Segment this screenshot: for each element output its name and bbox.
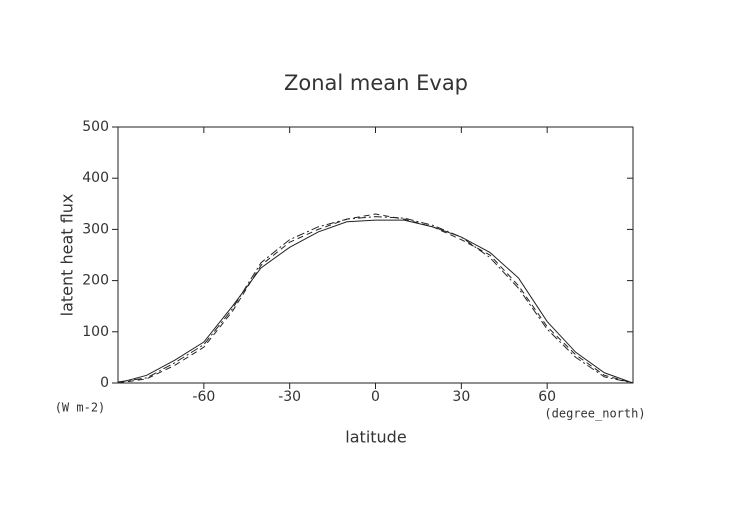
x-tick-label: -60 (192, 389, 215, 405)
y-tick-label: 200 (82, 273, 109, 289)
y-tick-label: 300 (82, 221, 109, 237)
data-line (117, 213, 634, 384)
x-tick-label: 0 (371, 389, 380, 405)
x-tick-label: 60 (538, 389, 556, 405)
y-tick-label: 0 (100, 375, 109, 391)
plot-frame (117, 126, 634, 384)
y-axis-label: latent heat flux (58, 194, 77, 317)
y-tick-label: 500 (82, 119, 109, 135)
y-tick-label: 400 (82, 170, 109, 186)
data-line (117, 219, 634, 384)
y-unit: (W m-2) (55, 401, 106, 415)
x-tick-label: -30 (278, 389, 301, 405)
x-unit: (degree_north) (544, 407, 645, 421)
data-line (117, 216, 634, 384)
x-tick-label: 30 (452, 389, 470, 405)
x-axis-label: latitude (345, 428, 406, 447)
y-tick-label: 100 (82, 324, 109, 340)
chart-title: Zonal mean Evap (284, 71, 468, 95)
